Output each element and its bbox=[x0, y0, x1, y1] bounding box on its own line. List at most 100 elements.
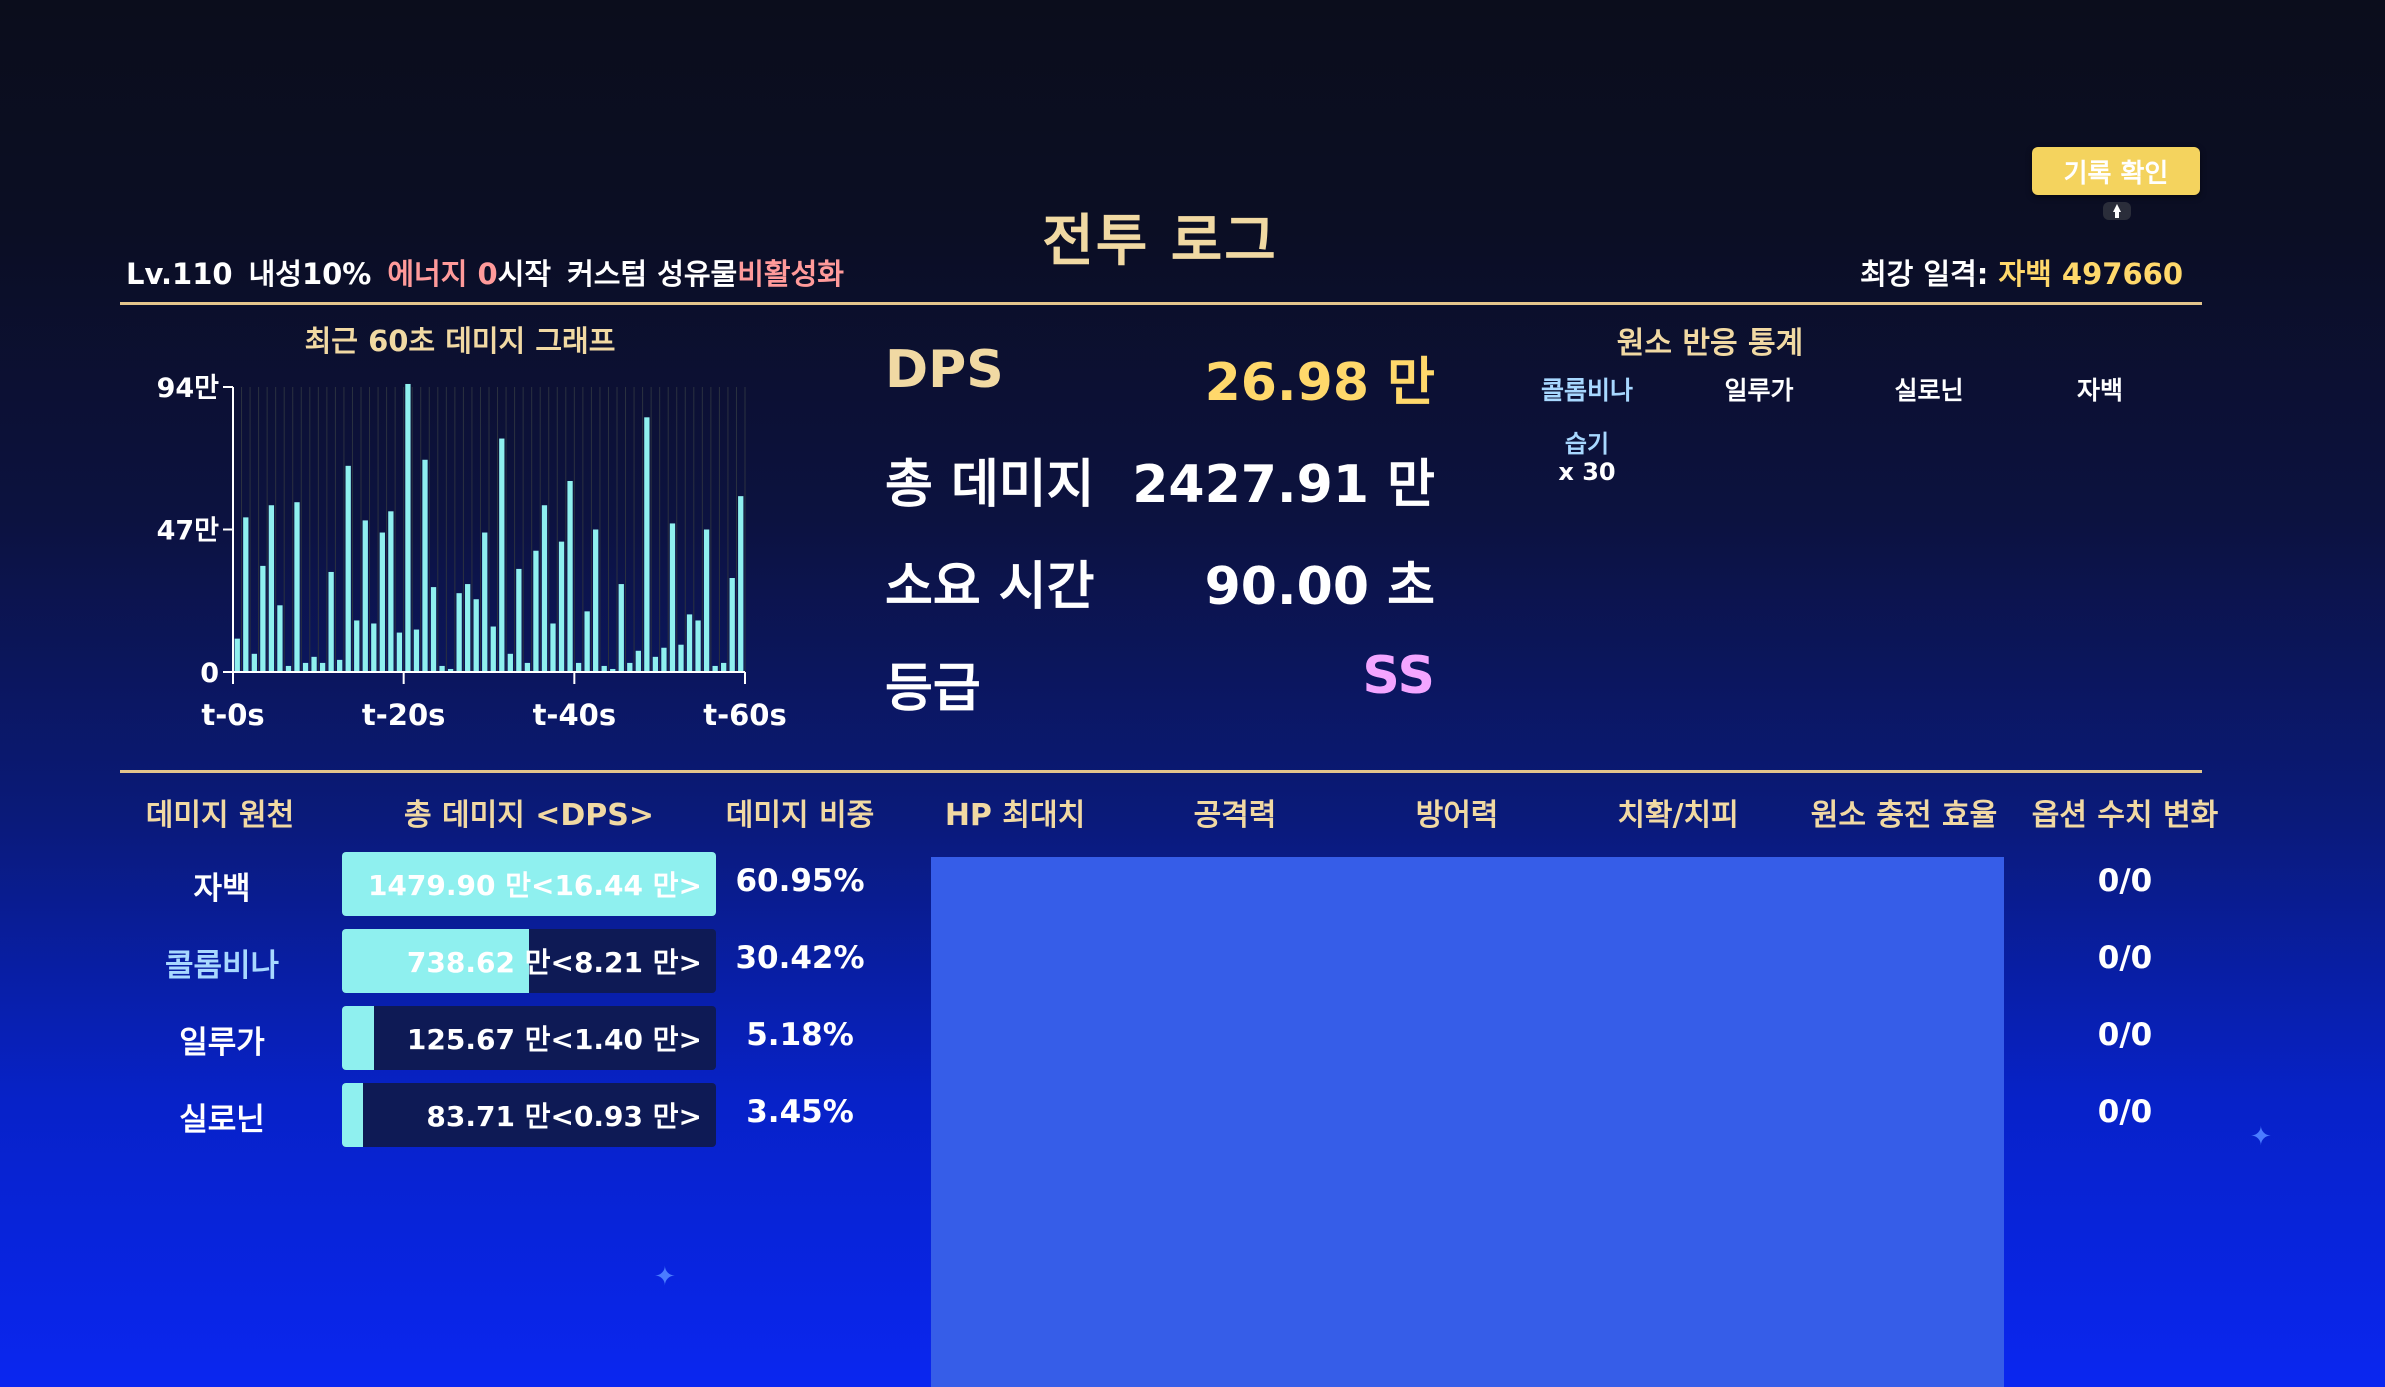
record-check-button[interactable]: 기록 확인 bbox=[2032, 147, 2200, 195]
chart-bar bbox=[558, 541, 565, 672]
row-damage-text: 83.71 만<0.93 만> bbox=[426, 1100, 702, 1133]
chart-bar bbox=[695, 620, 701, 672]
chart-bar bbox=[302, 662, 309, 672]
chart-bar bbox=[593, 529, 599, 672]
chart-bar bbox=[678, 644, 684, 672]
chart-bar bbox=[584, 611, 590, 672]
chart-bar bbox=[251, 653, 257, 672]
row-damage-bar-fill bbox=[342, 929, 529, 993]
chart-bar bbox=[345, 465, 351, 672]
chart-bar bbox=[422, 459, 428, 672]
chart-bar bbox=[294, 502, 300, 672]
row-damage-bar: 1479.90 만<16.44 만> bbox=[342, 852, 716, 916]
stats-detail-panel bbox=[931, 857, 2004, 1387]
element-reaction-title: 원소 반응 통계 bbox=[1616, 326, 1804, 361]
chart-bar bbox=[516, 568, 522, 672]
chart-bar bbox=[686, 614, 693, 672]
duration-label: 소요 시간 bbox=[885, 557, 1095, 617]
row-damage-bar: 83.71 만<0.93 만> bbox=[342, 1083, 716, 1147]
chart-bar bbox=[388, 511, 394, 672]
dps-value: 26.98 만 bbox=[1204, 353, 1435, 413]
chart-bar bbox=[618, 584, 624, 672]
element-header-illuga: 일루가 bbox=[1724, 376, 1794, 405]
chart-bar bbox=[413, 629, 420, 672]
row-damage-text: 125.67 만<1.40 만> bbox=[406, 1023, 702, 1056]
chart-bar bbox=[499, 438, 505, 672]
chart-bar bbox=[371, 623, 377, 672]
custom-artifact-text: 커스텀 성유물 bbox=[567, 257, 738, 291]
chart-bar bbox=[354, 620, 360, 672]
best-hit-value: 자백 497660 bbox=[1998, 257, 2183, 291]
row-damage-bar-fill bbox=[342, 1083, 364, 1147]
chart-bar bbox=[465, 584, 471, 672]
chart-bar bbox=[379, 532, 385, 672]
chart-bar bbox=[447, 668, 454, 672]
chart-y-tick-label: 47만 bbox=[157, 516, 220, 547]
battle-info: Lv.110 내성10% 에너지 0시작 커스텀 성유물비활성화 bbox=[126, 251, 860, 293]
th-damage-source: 데미지 원천 bbox=[145, 798, 295, 833]
chart-bar bbox=[550, 623, 556, 672]
best-hit: 최강 일격: 자백 497660 bbox=[1860, 251, 2183, 293]
chart-y-tick-label: 0 bbox=[200, 658, 219, 689]
chart-bar bbox=[567, 480, 573, 672]
th-crit: 치확/치피 bbox=[1617, 798, 1739, 833]
row-damage-bar-fill bbox=[342, 1006, 374, 1070]
element-header-columbina: 콜롬비나 bbox=[1540, 376, 1633, 405]
chart-bar bbox=[396, 632, 403, 672]
grade-value: SS bbox=[1362, 646, 1435, 706]
dps-label: DPS bbox=[885, 340, 1004, 400]
hand-cursor-icon bbox=[2103, 202, 2131, 220]
grade-label: 등급 bbox=[885, 659, 981, 719]
disabled-text: 비활성화 bbox=[737, 257, 844, 291]
row-damage-share: 60.95% bbox=[735, 863, 865, 899]
row-source-name: 콜롬비나 bbox=[164, 948, 280, 984]
chart-bar bbox=[268, 505, 275, 672]
chart-bar bbox=[490, 626, 496, 672]
row-option-change: 0/0 bbox=[2097, 863, 2153, 899]
chart-bar bbox=[456, 593, 462, 672]
start-text: 시작 bbox=[497, 257, 552, 291]
chart-bar bbox=[260, 565, 266, 672]
reaction-count: x 30 bbox=[1558, 458, 1616, 486]
top-divider bbox=[120, 302, 2202, 305]
chart-bar bbox=[507, 653, 513, 672]
chart-bar bbox=[473, 599, 479, 672]
chart-bar bbox=[610, 668, 616, 672]
middle-divider bbox=[120, 770, 2202, 773]
sparkle-icon: ✦ bbox=[2250, 1122, 2272, 1152]
chart-bar bbox=[482, 532, 488, 672]
page-title: 전투 로그 bbox=[1042, 209, 1278, 274]
row-damage-share: 5.18% bbox=[746, 1017, 854, 1053]
chart-bar bbox=[243, 517, 249, 672]
toughness-text: 내성10% bbox=[248, 257, 372, 291]
chart-bar bbox=[729, 578, 735, 672]
chart-bar bbox=[285, 665, 292, 672]
chart-bar bbox=[524, 662, 531, 672]
chart-bar bbox=[430, 587, 437, 672]
chart-bar bbox=[533, 550, 539, 672]
chart-bar bbox=[703, 529, 710, 672]
th-hp-max: HP 최대치 bbox=[944, 798, 1086, 833]
chart-bar bbox=[712, 665, 718, 672]
chart-bar bbox=[635, 650, 641, 672]
chart-bar bbox=[328, 571, 334, 672]
chart-bar bbox=[277, 605, 283, 672]
chart-bar bbox=[721, 662, 727, 672]
row-damage-bar: 125.67 만<1.40 만> bbox=[342, 1006, 716, 1070]
chart-bar bbox=[661, 647, 667, 672]
chart-bar bbox=[627, 662, 633, 672]
sparkle-icon: ✦ bbox=[654, 1262, 676, 1292]
element-reaction-entry: 습기 x 30 bbox=[1517, 430, 1657, 486]
chart-bar bbox=[738, 496, 744, 672]
row-damage-text: 738.62 만<8.21 만> bbox=[406, 946, 702, 979]
energy-text: 에너지 0 bbox=[387, 257, 498, 291]
row-damage-share: 3.45% bbox=[746, 1094, 854, 1130]
best-hit-label: 최강 일격: bbox=[1859, 257, 1999, 291]
level-text: Lv.110 bbox=[126, 257, 233, 291]
chart-bar bbox=[234, 638, 240, 672]
chart-x-tick-label: t-40s bbox=[533, 698, 617, 732]
chart-bar bbox=[652, 656, 659, 672]
th-defense: 방어력 bbox=[1415, 798, 1499, 833]
element-header-xilonen: 실로닌 bbox=[1894, 376, 1964, 405]
row-damage-text: 1479.90 만<16.44 만> bbox=[367, 869, 702, 902]
